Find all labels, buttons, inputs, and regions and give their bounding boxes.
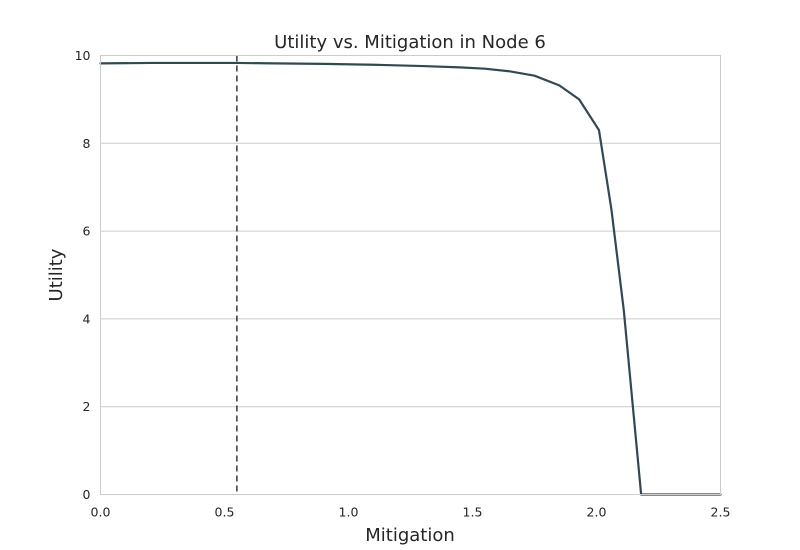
x-tick-label-5: 2.5 [711,505,731,520]
y-tick-label-0: 0 [83,487,91,502]
x-axis-label: Mitigation [365,525,455,546]
grid-lines [100,55,721,495]
y-tick-label-4: 8 [83,136,91,151]
y-tick-label-5: 10 [75,48,91,63]
x-tick-label-2: 1.0 [339,505,359,520]
chart-title: Utility vs. Mitigation in Node 6 [274,32,546,53]
x-tick-label-3: 1.5 [463,505,483,520]
x-tick-label-1: 0.5 [215,505,235,520]
series-line-0 [99,61,722,496]
y-tick-label-1: 2 [83,399,91,414]
plot-frame [100,55,721,495]
y-tick-label-3: 6 [83,224,91,239]
series-layer [99,61,722,496]
x-tick-labels: 0.0 0.5 1.0 1.5 2.0 2.5 [91,505,731,520]
x-tick-label-0: 0.0 [91,505,111,520]
y-axis-label: Utility [46,248,67,301]
x-tick-label-4: 2.0 [587,505,607,520]
y-tick-labels: 0 2 4 6 8 10 [75,48,91,502]
y-tick-label-2: 4 [83,311,91,326]
